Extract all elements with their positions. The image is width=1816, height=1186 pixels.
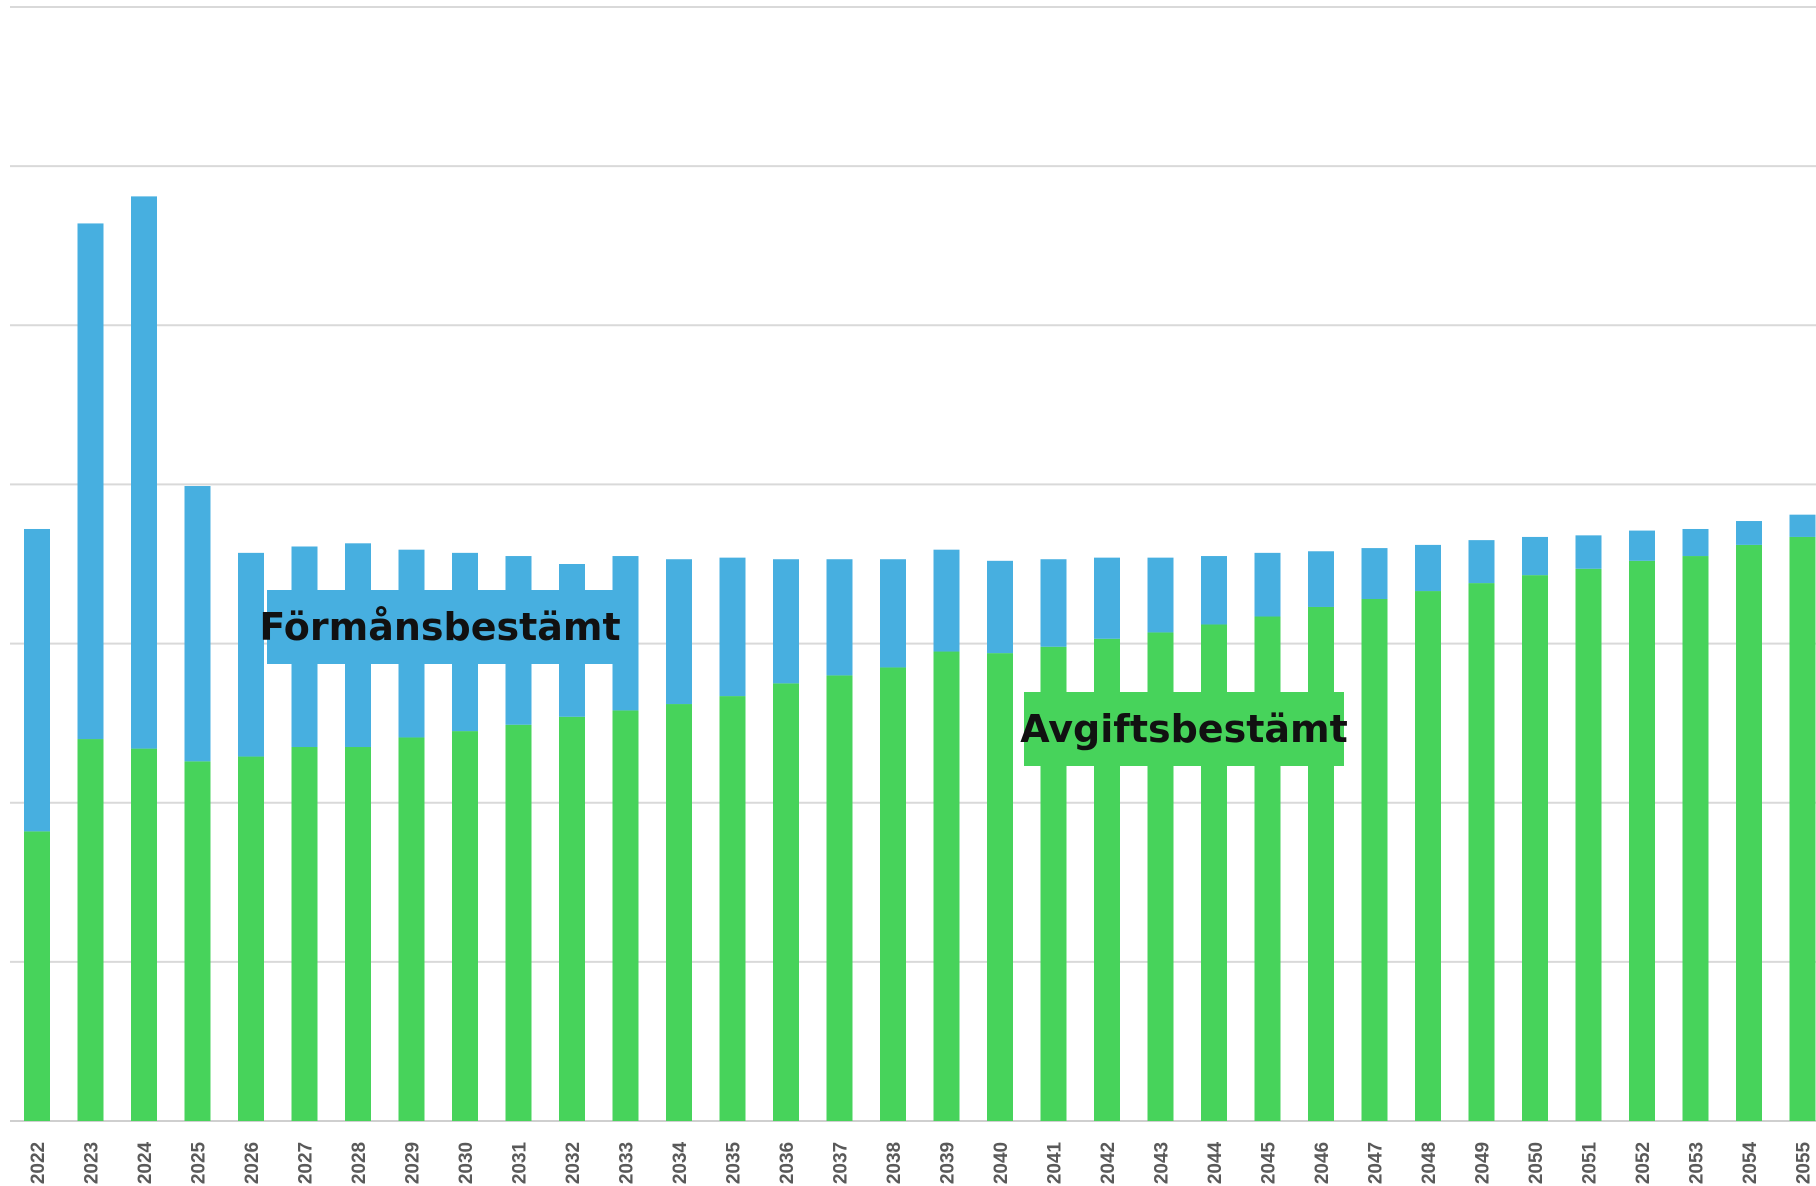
bar-avgiftsbestamt-2030 bbox=[452, 731, 478, 1121]
bar-avgiftsbestamt-2027 bbox=[291, 747, 318, 1121]
x-tick-label: 2032 bbox=[563, 1142, 584, 1184]
bar-formansbestamt-2050 bbox=[1522, 536, 1548, 576]
bar-formansbestamt-2045 bbox=[1254, 552, 1281, 617]
bar-avgiftsbestamt-2050 bbox=[1522, 575, 1548, 1121]
bar-formansbestamt-2043 bbox=[1147, 557, 1174, 633]
bar-formansbestamt-2039 bbox=[933, 549, 960, 652]
x-tick-label: 2036 bbox=[777, 1142, 798, 1184]
bar-formansbestamt-2034 bbox=[666, 559, 692, 705]
x-tick-label: 2049 bbox=[1473, 1142, 1494, 1184]
bar-formansbestamt-2052 bbox=[1629, 530, 1655, 561]
bar-formansbestamt-2033 bbox=[612, 556, 639, 711]
bar-formansbestamt-2037 bbox=[826, 559, 853, 676]
x-tick-label: 2037 bbox=[831, 1142, 852, 1184]
bar-avgiftsbestamt-2049 bbox=[1468, 583, 1495, 1121]
x-tick-label: 2045 bbox=[1259, 1141, 1280, 1184]
x-tick-label: 2026 bbox=[242, 1142, 263, 1184]
bar-formansbestamt-2054 bbox=[1736, 521, 1762, 545]
bar-formansbestamt-2041 bbox=[1040, 559, 1067, 647]
x-tick-label: 2046 bbox=[1312, 1142, 1333, 1184]
annotation-avgiftsbestamt-box bbox=[1024, 692, 1344, 766]
bar-avgiftsbestamt-2034 bbox=[666, 704, 692, 1121]
x-tick-label: 2052 bbox=[1633, 1142, 1654, 1184]
bar-avgiftsbestamt-2051 bbox=[1575, 568, 1602, 1121]
bar-avgiftsbestamt-2022 bbox=[24, 831, 50, 1121]
bar-avgiftsbestamt-2025 bbox=[184, 761, 211, 1121]
x-tick-label: 2050 bbox=[1526, 1142, 1547, 1184]
bar-formansbestamt-2053 bbox=[1682, 528, 1709, 557]
bar-formansbestamt-2035 bbox=[719, 557, 746, 697]
bar-avgiftsbestamt-2024 bbox=[131, 748, 157, 1121]
x-tick-label: 2053 bbox=[1687, 1142, 1708, 1184]
annotation-formansbestamt-label: Förmånsbestämt bbox=[259, 605, 620, 649]
bar-formansbestamt-2048 bbox=[1415, 544, 1441, 592]
x-tick-label: 2028 bbox=[349, 1142, 370, 1184]
x-tick-label: 2027 bbox=[296, 1142, 317, 1184]
bar-formansbestamt-2049 bbox=[1468, 540, 1495, 584]
x-tick-label: 2043 bbox=[1152, 1142, 1173, 1184]
x-tick-label: 2024 bbox=[135, 1141, 156, 1184]
bar-avgiftsbestamt-2053 bbox=[1682, 556, 1709, 1121]
bar-avgiftsbestamt-2048 bbox=[1415, 591, 1441, 1121]
bar-formansbestamt-2024 bbox=[131, 196, 157, 749]
bar-formansbestamt-2040 bbox=[987, 560, 1013, 654]
x-tick-label: 2029 bbox=[403, 1142, 424, 1184]
bar-avgiftsbestamt-2031 bbox=[505, 724, 532, 1121]
x-tick-label: 2055 bbox=[1794, 1141, 1815, 1184]
x-tick-label: 2044 bbox=[1205, 1141, 1226, 1184]
x-tick-label: 2035 bbox=[724, 1141, 745, 1184]
x-tick-label: 2025 bbox=[189, 1141, 210, 1184]
annotation-formansbestamt-box bbox=[267, 590, 613, 664]
x-tick-label: 2030 bbox=[456, 1142, 477, 1184]
bar-avgiftsbestamt-2055 bbox=[1789, 536, 1816, 1121]
x-tick-label: 2023 bbox=[82, 1142, 103, 1184]
bar-formansbestamt-2025 bbox=[184, 486, 211, 762]
bar-avgiftsbestamt-2037 bbox=[826, 675, 853, 1121]
x-axis: 2022 2023 2024 2025 2026 2027 2028 2029 2030 2031… bbox=[28, 1141, 1815, 1184]
annotation-avgiftsbestamt-label: Avgiftsbestämt bbox=[1020, 707, 1348, 751]
bar-avgiftsbestamt-2023 bbox=[77, 739, 104, 1121]
bar-formansbestamt-2042 bbox=[1094, 557, 1120, 639]
bar-formansbestamt-2046 bbox=[1308, 551, 1334, 607]
x-tick-label: 2038 bbox=[884, 1142, 905, 1184]
bar-avgiftsbestamt-2040 bbox=[987, 653, 1013, 1121]
x-tick-label: 2048 bbox=[1419, 1142, 1440, 1184]
x-tick-label: 2054 bbox=[1740, 1141, 1761, 1184]
x-tick-label: 2031 bbox=[510, 1141, 531, 1184]
x-tick-label: 2022 bbox=[28, 1142, 49, 1184]
bar-formansbestamt-2038 bbox=[880, 559, 906, 668]
x-tick-label: 2040 bbox=[991, 1142, 1012, 1184]
bar-avgiftsbestamt-2052 bbox=[1629, 560, 1655, 1121]
x-tick-label: 2033 bbox=[617, 1142, 638, 1184]
bar-avgiftsbestamt-2029 bbox=[398, 737, 425, 1121]
bar-avgiftsbestamt-2036 bbox=[773, 683, 799, 1121]
x-tick-label: 2042 bbox=[1098, 1142, 1119, 1184]
bar-formansbestamt-2026 bbox=[238, 552, 264, 757]
x-tick-label: 2051 bbox=[1580, 1141, 1601, 1184]
annotations: Förmånsbestämt Avgiftsbestämt bbox=[259, 590, 1348, 766]
bar-formansbestamt-2055 bbox=[1789, 514, 1816, 537]
bar-avgiftsbestamt-2046 bbox=[1308, 606, 1334, 1121]
bar-avgiftsbestamt-2032 bbox=[559, 716, 585, 1121]
bar-avgiftsbestamt-2054 bbox=[1736, 544, 1762, 1121]
x-tick-label: 2041 bbox=[1045, 1141, 1066, 1184]
bar-formansbestamt-2051 bbox=[1575, 535, 1602, 569]
bar-formansbestamt-2023 bbox=[77, 223, 104, 740]
bar-formansbestamt-2044 bbox=[1201, 556, 1227, 625]
bar-avgiftsbestamt-2035 bbox=[719, 696, 746, 1121]
bar-avgiftsbestamt-2026 bbox=[238, 756, 264, 1121]
bar-avgiftsbestamt-2028 bbox=[345, 747, 371, 1121]
bar-formansbestamt-2047 bbox=[1361, 548, 1388, 600]
x-tick-label: 2047 bbox=[1366, 1142, 1387, 1184]
bar-formansbestamt-2022 bbox=[24, 528, 50, 832]
x-tick-label: 2034 bbox=[670, 1141, 691, 1184]
bar-avgiftsbestamt-2033 bbox=[612, 710, 639, 1121]
bar-formansbestamt-2036 bbox=[773, 559, 799, 684]
bar-avgiftsbestamt-2047 bbox=[1361, 599, 1388, 1121]
bar-avgiftsbestamt-2039 bbox=[933, 651, 960, 1121]
x-tick-label: 2039 bbox=[938, 1142, 959, 1184]
bar-avgiftsbestamt-2038 bbox=[880, 667, 906, 1121]
